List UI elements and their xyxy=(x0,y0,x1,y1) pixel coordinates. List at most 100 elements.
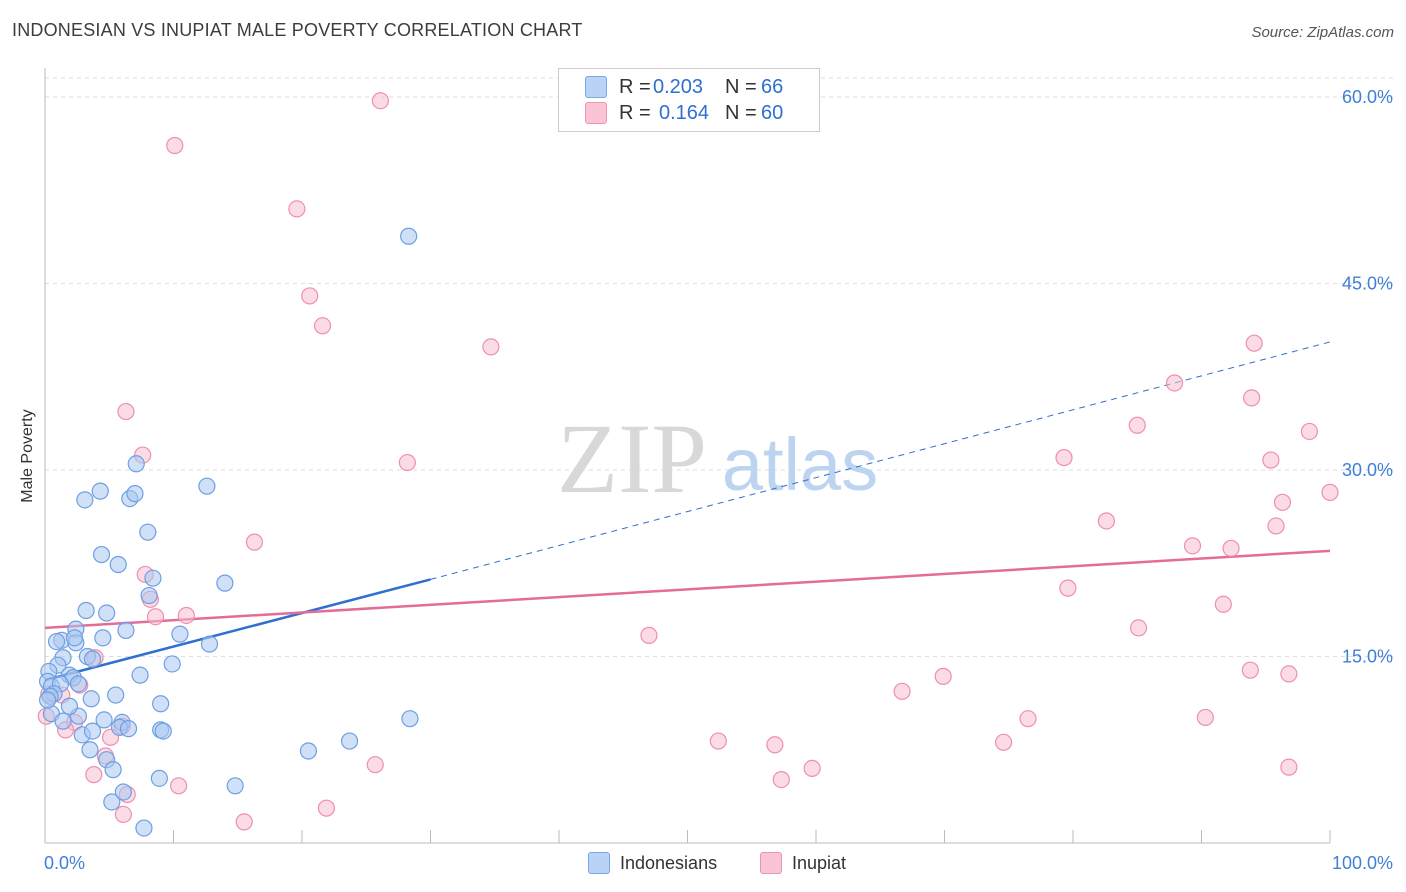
inupiat-point xyxy=(235,813,253,831)
grid-lines xyxy=(45,77,1395,657)
chart-title: INDONESIAN VS INUPIAT MALE POVERTY CORRE… xyxy=(12,20,583,40)
inupiat-point xyxy=(772,770,790,789)
inupiat-point xyxy=(934,667,952,685)
bottom-legend-swatch-pink xyxy=(760,852,782,874)
legend-swatch-pink xyxy=(585,102,607,124)
legend-r-value: 0.164 xyxy=(659,101,710,124)
y-tick-label: 15.0% xyxy=(1342,647,1393,667)
indonesians-point xyxy=(103,793,121,811)
indonesians-point xyxy=(83,650,102,668)
inupiat-point xyxy=(709,732,727,750)
source-label: Source: ZipAtlas.com xyxy=(1251,24,1394,41)
inupiat-point xyxy=(803,759,821,778)
indonesians-point xyxy=(114,783,132,801)
indonesians-point xyxy=(76,491,94,509)
indonesians-point xyxy=(131,666,149,684)
inupiat-point xyxy=(1273,493,1292,511)
indonesians-point xyxy=(98,604,116,622)
indonesians-point xyxy=(150,769,168,787)
legend-r-value: 0.203 xyxy=(653,75,704,98)
indonesians-point xyxy=(91,482,109,500)
bottom-legend-swatch-blue xyxy=(588,852,610,874)
inupiat-point xyxy=(366,756,384,774)
indonesians-point xyxy=(81,741,99,759)
legend-n-label: N = xyxy=(725,101,757,124)
indonesians-point xyxy=(299,742,318,760)
indonesians-point xyxy=(198,477,216,495)
indonesians-point xyxy=(163,655,181,673)
inupiat-point xyxy=(245,533,264,551)
legend-row-inupiat: R = 0.164 N = 60 xyxy=(585,101,783,125)
indonesians-point xyxy=(77,601,95,620)
inupiat-point xyxy=(301,287,319,305)
indonesians-trend-line xyxy=(44,578,431,682)
indonesians-point xyxy=(152,695,170,713)
inupiat-point xyxy=(288,200,306,218)
inupiat-point xyxy=(1129,619,1148,637)
indonesians-point xyxy=(69,675,88,693)
indonesians-point xyxy=(82,690,100,708)
legend-n-value: 66 xyxy=(761,75,784,98)
inupiat-point xyxy=(1059,579,1077,597)
inupiat-point xyxy=(1214,595,1232,613)
legend-r-label: R = xyxy=(619,101,651,124)
legend-n-label: N = xyxy=(725,75,757,98)
inupiat-point xyxy=(166,136,184,155)
indonesians-point xyxy=(107,686,125,704)
legend-r-label: R = xyxy=(619,75,651,98)
inupiat-point xyxy=(1165,374,1184,392)
indonesians-point xyxy=(200,635,219,653)
y-tick-labels: 15.0% 30.0% 45.0% 60.0% xyxy=(1342,87,1393,667)
indonesians-point xyxy=(109,555,127,574)
indonesians-point xyxy=(95,711,113,729)
bottom-legend-indonesians: Indonesians xyxy=(588,852,717,874)
indonesians-point xyxy=(65,629,84,647)
x-tick-labels: 0.0% 100.0% xyxy=(44,853,1393,873)
inupiat-point xyxy=(1300,422,1319,441)
y-axis-title: Male Poverty xyxy=(19,409,36,503)
indonesians-point xyxy=(400,227,418,245)
indonesians-point xyxy=(135,819,153,837)
indonesians-point xyxy=(38,691,57,709)
indonesians-point xyxy=(94,629,112,647)
indonesians-point xyxy=(119,720,138,738)
indonesians-point xyxy=(54,712,72,730)
x-tick-label: 100.0% xyxy=(1332,853,1393,873)
inupiat-point xyxy=(1241,661,1259,679)
inupiat-point xyxy=(117,402,135,421)
indonesians-point xyxy=(171,625,189,643)
legend: R = 0.203 N = 66 R = 0.164 N = 60 xyxy=(558,68,820,132)
inupiat-point xyxy=(146,608,165,626)
inupiat-point xyxy=(114,805,132,824)
bottom-legend-label: Indonesians xyxy=(620,852,718,873)
inupiat-point xyxy=(317,799,336,817)
indonesians-point xyxy=(139,523,157,541)
watermark: ZIP atlas xyxy=(557,403,878,514)
legend-n-value: 60 xyxy=(761,101,784,124)
y-tick-label: 30.0% xyxy=(1342,460,1393,480)
inupiat-point xyxy=(1245,334,1263,352)
inupiat-point xyxy=(1183,537,1202,555)
indonesians-point xyxy=(117,621,135,639)
inupiat-point xyxy=(640,626,658,644)
indonesians-point xyxy=(144,569,162,587)
inupiat-point xyxy=(313,317,332,335)
bottom-legend-inupiat: Inupiat xyxy=(760,852,846,874)
indonesians-point xyxy=(140,586,158,605)
inupiat-point xyxy=(177,606,195,625)
inupiat-point xyxy=(170,777,188,795)
inupiat-point xyxy=(893,682,911,700)
indonesians-point xyxy=(60,697,79,715)
inupiat-point xyxy=(1280,665,1298,683)
inupiat-point xyxy=(1280,758,1298,776)
inupiat-point xyxy=(1097,512,1116,530)
inupiat-point xyxy=(482,338,500,356)
indonesians-point xyxy=(154,722,172,740)
inupiat-point xyxy=(1019,710,1037,728)
inupiat-point xyxy=(766,736,784,754)
inupiat-point xyxy=(1222,539,1240,557)
inupiat-point xyxy=(371,92,389,110)
indonesians-point xyxy=(127,455,145,473)
indonesians-point xyxy=(126,485,144,503)
inupiat-point xyxy=(1196,708,1214,727)
